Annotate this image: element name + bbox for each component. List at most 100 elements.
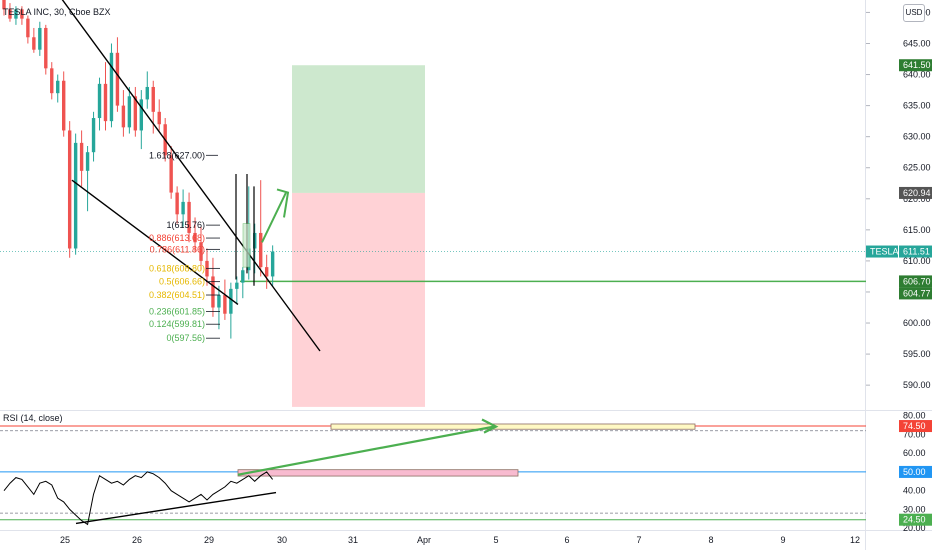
price-tag-bg — [899, 287, 932, 300]
candle-body — [151, 86, 155, 112]
rsi-tick-label: 30.00 — [903, 504, 926, 514]
candle-body — [253, 232, 257, 249]
candle-body — [127, 96, 132, 128]
candle-body — [145, 86, 149, 100]
time-tick-label: 29 — [204, 535, 214, 545]
rsi-level-tag-bg — [899, 513, 932, 526]
candle-body — [133, 96, 138, 131]
price-axis-bg — [866, 0, 932, 550]
rsi-title: RSI (14, close) — [3, 413, 63, 423]
currency-button[interactable]: USD — [903, 4, 925, 22]
price-tick-label: 630.00 — [903, 132, 931, 142]
time-tick-label: 8 — [708, 535, 713, 545]
fib-level-label: 0.886(613.68) — [149, 233, 205, 243]
price-tick-label: 615.00 — [903, 225, 931, 235]
candle-body — [109, 52, 114, 122]
rsi-arrow-head — [481, 418, 499, 434]
rsi-level-tag-label: 24.50 — [903, 515, 926, 525]
candle-body — [97, 83, 102, 119]
time-tick-label: 6 — [564, 535, 569, 545]
lower-trendline — [71, 179, 239, 305]
candle-body — [44, 27, 48, 69]
time-tick-label: 9 — [780, 535, 785, 545]
candle-body — [169, 155, 173, 193]
fib-level-label: 0.124(599.81) — [149, 319, 205, 329]
price-tag-bg — [899, 59, 932, 72]
candle-body — [259, 232, 263, 268]
candle-body — [62, 80, 66, 131]
candle-body — [79, 142, 84, 171]
price-tag-label: 611.51 — [903, 247, 930, 257]
price-tag-bg — [866, 245, 898, 258]
price-tick-label: 610.00 — [903, 256, 931, 266]
price-tag-bg — [899, 245, 932, 258]
fib-level-label: 0.5(606.66) — [159, 277, 205, 287]
candle-body — [14, 9, 18, 19]
fib-level-label: 0.786(611.86) — [150, 244, 205, 254]
fib-level-label: 1.618(627.00) — [149, 150, 205, 160]
candle-body — [211, 276, 215, 308]
fib-level-label: 1(615.76) — [166, 220, 205, 230]
candle-body — [187, 201, 191, 233]
candle-body — [229, 288, 233, 314]
candle-body — [73, 142, 78, 249]
candle-body — [56, 80, 60, 94]
rsi-support-trendline — [75, 491, 277, 525]
rsi-arrow-line — [237, 425, 495, 476]
rsi-line — [3, 471, 273, 526]
candle-body — [67, 130, 72, 249]
rsi-level-tag-bg — [899, 465, 932, 478]
rsi-level-tag-label: 50.00 — [903, 467, 926, 477]
candle-body — [235, 282, 239, 289]
fib-level-label: 0.618(608.80) — [149, 263, 205, 273]
time-tick-label: 7 — [636, 535, 641, 545]
price-tag-label: TESLA — [870, 247, 899, 257]
candle-body — [32, 37, 36, 50]
price-tag-label: 604.77 — [903, 288, 931, 298]
rsi-tick-label: 70.00 — [903, 429, 926, 439]
time-tick-label: 12 — [850, 535, 860, 545]
projection-arrow-line — [261, 192, 287, 243]
time-tick-label: 31 — [348, 535, 358, 545]
rsi-tick-label: 60.00 — [903, 448, 926, 458]
price-tick-label: 635.00 — [903, 101, 931, 111]
rsi-yellow-highlight — [330, 423, 696, 430]
chart-title: TESLA INC, 30, Cboe BZX — [3, 7, 111, 17]
candle-body — [157, 111, 161, 125]
candle-body — [193, 232, 197, 243]
projection-arrow-head — [276, 188, 290, 218]
price-tick-label: 640.00 — [903, 70, 931, 80]
price-tick-label: 595.00 — [903, 349, 931, 359]
fib-level-label: 0.236(601.85) — [149, 307, 205, 317]
candle-body — [85, 152, 90, 171]
candle-body — [181, 201, 185, 215]
stop-zone — [292, 192, 425, 407]
candle-body — [38, 27, 42, 50]
candle-body — [26, 18, 30, 38]
candle-body — [241, 270, 245, 283]
candle-body — [121, 105, 126, 128]
candle-body — [2, 0, 6, 10]
price-tag-bg — [899, 275, 932, 288]
price-tag-label: 606.70 — [903, 276, 931, 286]
price-tag-label: 641.50 — [903, 60, 931, 70]
rsi-tick-label: 80.00 — [903, 411, 926, 421]
candle-body — [103, 83, 108, 122]
price-tick-label: 600.00 — [903, 318, 931, 328]
candle-body — [20, 9, 24, 19]
candle-body — [175, 192, 179, 215]
candle-body — [199, 242, 203, 261]
time-tick-label: 5 — [493, 535, 498, 545]
upper-trendline — [61, 0, 321, 352]
time-tick-label: 25 — [60, 535, 70, 545]
price-tag-bg — [899, 186, 932, 199]
candle-body — [139, 99, 144, 131]
candle-body — [50, 68, 54, 94]
target-zone — [292, 65, 425, 193]
breakout-box — [242, 223, 251, 268]
time-tick-label: 26 — [132, 535, 142, 545]
fib-level-label: 0.382(604.51) — [149, 290, 205, 300]
price-tick-label: 590.00 — [903, 380, 931, 390]
